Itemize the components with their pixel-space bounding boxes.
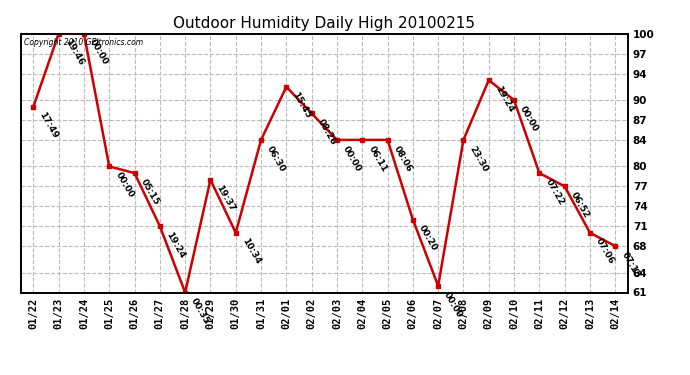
Text: 19:24: 19:24 <box>164 230 186 260</box>
Text: 00:35: 00:35 <box>189 297 211 326</box>
Text: 19:37: 19:37 <box>215 184 237 213</box>
Text: 06:30: 06:30 <box>265 144 287 173</box>
Text: 00:20: 00:20 <box>417 224 439 253</box>
Text: 07:22: 07:22 <box>544 177 566 207</box>
Text: 15:45: 15:45 <box>290 91 313 120</box>
Text: 23:30: 23:30 <box>468 144 490 173</box>
Text: 10:34: 10:34 <box>240 237 262 266</box>
Text: 00:00: 00:00 <box>341 144 363 173</box>
Text: 17:49: 17:49 <box>37 111 60 141</box>
Text: 06:11: 06:11 <box>366 144 388 173</box>
Text: 08:26: 08:26 <box>316 117 338 147</box>
Text: 07:06: 07:06 <box>594 237 616 266</box>
Text: 00:00: 00:00 <box>113 171 135 200</box>
Text: Copyright 2010 GEltronics.com: Copyright 2010 GEltronics.com <box>23 38 143 46</box>
Text: 06:52: 06:52 <box>569 190 591 220</box>
Text: 00:00: 00:00 <box>518 104 540 133</box>
Text: 05:15: 05:15 <box>139 177 161 206</box>
Text: 19:46: 19:46 <box>63 38 85 68</box>
Text: 08:06: 08:06 <box>392 144 414 173</box>
Text: 00:00: 00:00 <box>442 290 464 319</box>
Title: Outdoor Humidity Daily High 20100215: Outdoor Humidity Daily High 20100215 <box>173 16 475 31</box>
Text: 00:00: 00:00 <box>88 38 110 67</box>
Text: 07:15: 07:15 <box>620 250 642 279</box>
Text: 19:24: 19:24 <box>493 84 515 114</box>
